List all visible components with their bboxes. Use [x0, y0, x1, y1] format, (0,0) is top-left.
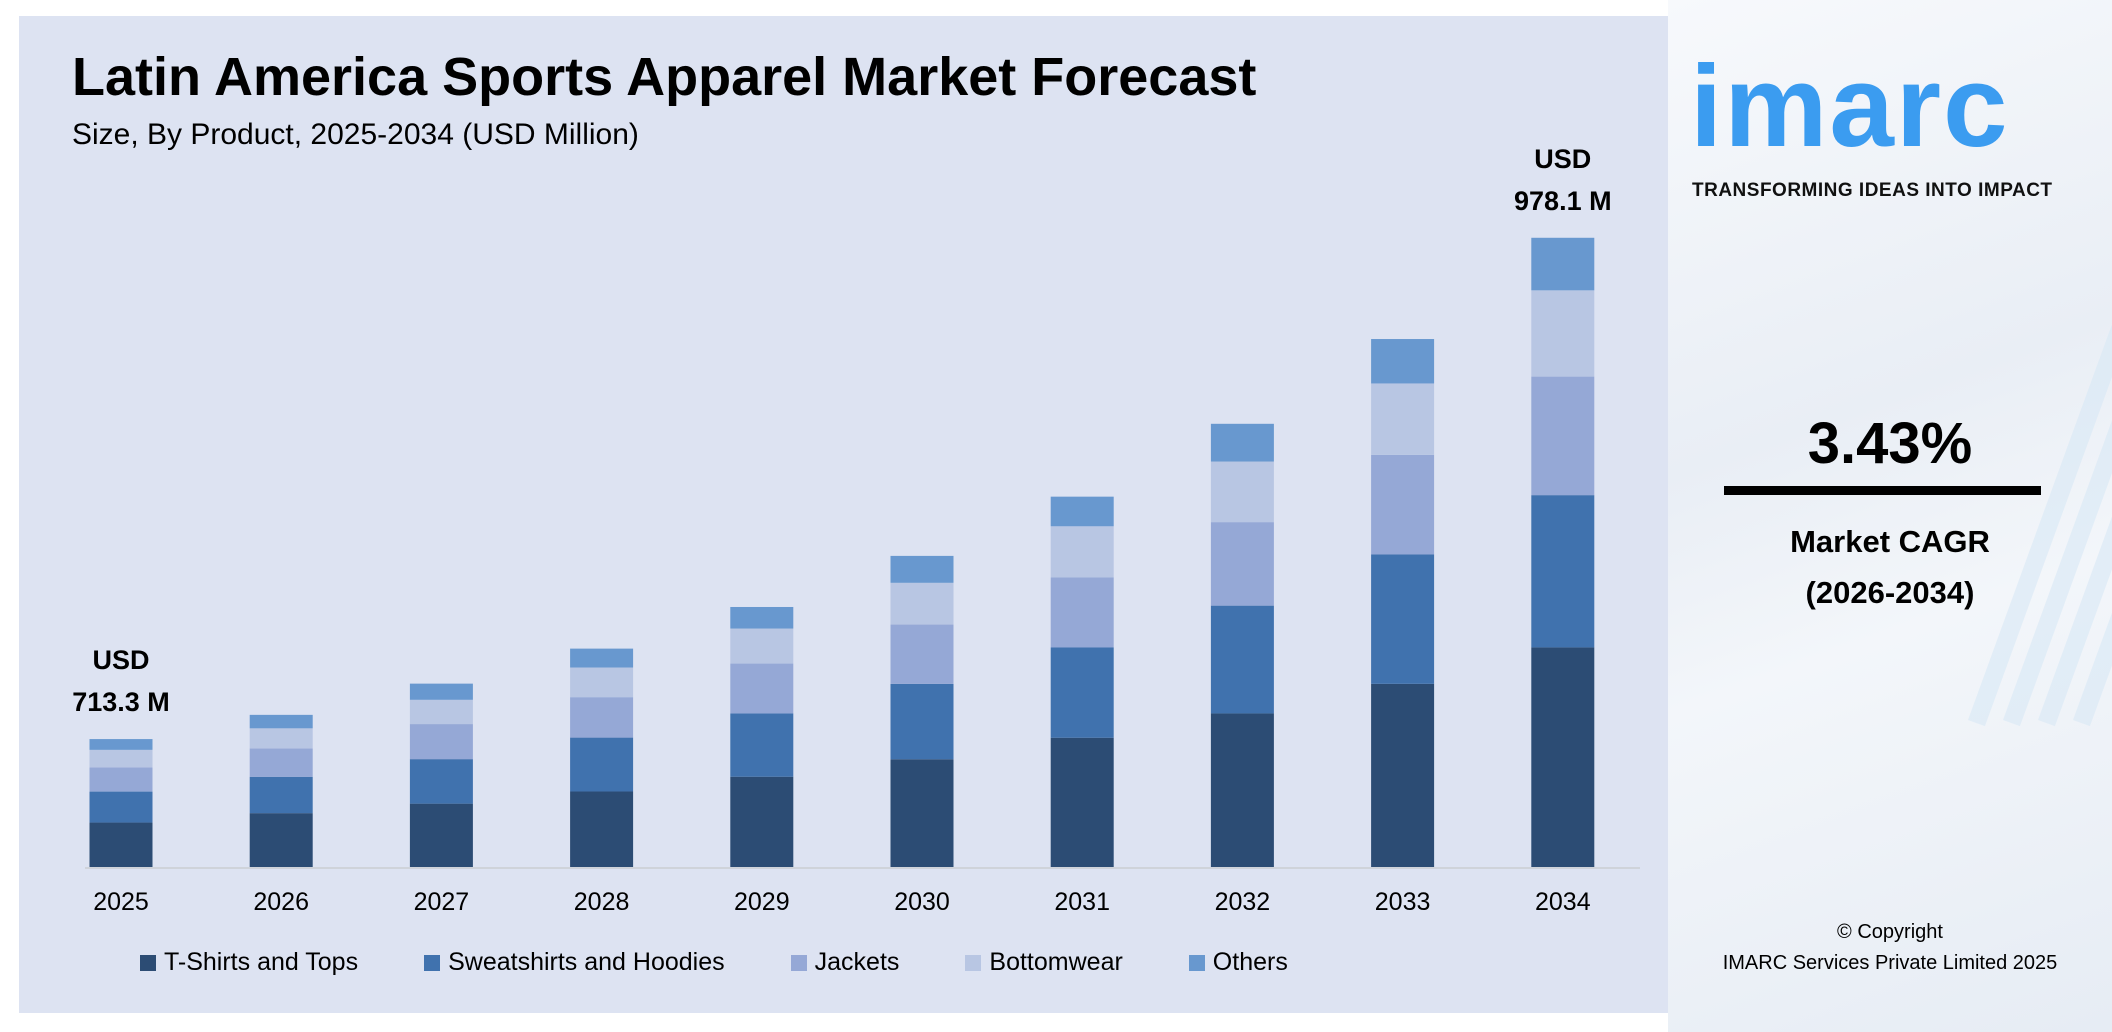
legend-swatch [424, 954, 441, 971]
bar-segment-2026-others [249, 714, 313, 729]
bar-segment-2025-others [89, 739, 153, 750]
brand-panel [1668, 0, 2112, 1032]
bar-segment-2025-jackets [89, 767, 153, 792]
bar-segment-2029-sweatshirts-and-hoodies [730, 713, 794, 777]
bar-segment-2029-jackets [730, 663, 794, 714]
x-tick-label: 2033 [1375, 888, 1431, 916]
stacked-bar-chart: 2025 2026 2027 2028 2029 2030 2031 2032 2033 2034… [72, 144, 1640, 916]
bar-segment-2032-sweatshirts-and-hoodies [1210, 605, 1274, 714]
bars-group [89, 237, 1595, 867]
legend-label: Bottomwear [989, 948, 1123, 976]
copyright: © Copyright IMARC Services Private Limit… [1668, 917, 2112, 979]
legend-swatch [790, 954, 807, 971]
legend-item: Sweatshirts and Hoodies [424, 948, 725, 977]
bar-segment-2026-jackets [249, 748, 313, 777]
bar-segment-2034-sweatshirts-and-hoodies [1531, 495, 1595, 648]
x-tick-label: 2027 [414, 888, 470, 916]
bar-segment-2033-t-shirts-and-tops [1371, 683, 1435, 867]
bar-segment-2027-bottomwear [409, 699, 473, 725]
bar-segment-2027-sweatshirts-and-hoodies [409, 759, 473, 804]
bar-segment-2031-sweatshirts-and-hoodies [1050, 647, 1114, 738]
bar-segment-2028-t-shirts-and-tops [570, 791, 634, 867]
bar-segment-2026-sweatshirts-and-hoodies [249, 776, 313, 814]
bar-segment-2031-jackets [1050, 577, 1114, 648]
bar-segment-2034-others [1531, 237, 1595, 291]
bar-segment-2026-bottomwear [249, 728, 313, 749]
annotations: USD 713.3 M USD 978.1 M [72, 144, 1611, 717]
bar-segment-2032-t-shirts-and-tops [1210, 713, 1274, 867]
legend-label: T-Shirts and Tops [164, 948, 359, 976]
legend-swatch [965, 954, 982, 971]
bar-segment-2029-t-shirts-and-tops [730, 776, 794, 867]
legend: T-Shirts and Tops Sweatshirts and Hoodies… [140, 948, 1354, 977]
total-label-2025: USD [92, 645, 149, 675]
bar-segment-2032-jackets [1210, 522, 1274, 606]
x-tick-label: 2026 [253, 888, 309, 916]
legend-item: T-Shirts and Tops [140, 948, 358, 977]
bar-segment-2029-bottomwear [730, 628, 794, 664]
bar-segment-2025-t-shirts-and-tops [89, 822, 153, 867]
bar-segment-2028-jackets [570, 697, 634, 738]
copyright-line2: IMARC Services Private Limited 2025 [1722, 952, 2058, 974]
legend-label: Others [1212, 948, 1288, 976]
bar-segment-2033-jackets [1371, 454, 1435, 555]
x-tick-labels: 2025 2026 2027 2028 2029 2030 2031 2032 2033 2034 [93, 888, 1591, 916]
bar-segment-2033-sweatshirts-and-hoodies [1371, 554, 1435, 684]
x-tick-label: 2032 [1215, 888, 1271, 916]
bar-segment-2029-others [730, 606, 794, 629]
bar-segment-2031-t-shirts-and-tops [1050, 737, 1114, 867]
bar-segment-2027-others [409, 683, 473, 700]
bar-segment-2034-bottomwear [1531, 290, 1595, 377]
cagr-label: Market CAGR [1790, 524, 1990, 559]
chart-title: Latin America Sports Apparel Market Fore… [72, 47, 1257, 107]
legend-swatch [140, 954, 156, 971]
x-tick-label: 2030 [894, 888, 950, 916]
bar-segment-2028-others [570, 648, 634, 668]
brand-tagline: TRANSFORMING IDEAS INTO IMPACT [1692, 180, 2053, 201]
bar-segment-2028-sweatshirts-and-hoodies [570, 737, 634, 792]
x-tick-label: 2028 [574, 888, 630, 916]
bar-segment-2025-sweatshirts-and-hoodies [89, 791, 153, 823]
bar-segment-2032-others [1210, 423, 1274, 462]
bar-segment-2034-jackets [1531, 376, 1595, 496]
x-tick-label: 2031 [1054, 888, 1110, 916]
cagr-divider [1724, 486, 2041, 495]
legend-item: Others [1188, 948, 1288, 977]
legend-item: Jackets [790, 948, 900, 977]
bar-segment-2026-t-shirts-and-tops [249, 813, 313, 867]
total-label-2034: 978.1 M [1514, 186, 1612, 216]
bar-segment-2031-bottomwear [1050, 526, 1114, 578]
bar-segment-2030-others [890, 555, 954, 583]
legend-label: Sweatshirts and Hoodies [448, 948, 725, 976]
bar-segment-2030-sweatshirts-and-hoodies [890, 683, 954, 760]
bar-segment-2033-others [1371, 339, 1435, 384]
bar-segment-2025-bottomwear [89, 749, 153, 768]
legend-item: Bottomwear [965, 948, 1123, 977]
bar-segment-2030-jackets [890, 624, 954, 684]
total-label-2034: USD [1534, 144, 1591, 174]
cagr-value: 3.43% [1807, 411, 1973, 476]
cagr-label-block: Market CAGR (2026-2034) [1668, 516, 2112, 618]
bar-segment-2028-bottomwear [570, 667, 634, 698]
bar-segment-2033-bottomwear [1371, 383, 1435, 455]
bar-segment-2034-t-shirts-and-tops [1531, 647, 1595, 867]
bar-segment-2030-t-shirts-and-tops [890, 759, 954, 867]
x-tick-label: 2025 [93, 888, 149, 916]
imarc-logo: imarc [1690, 41, 2010, 171]
bar-segment-2031-others [1050, 496, 1114, 527]
bar-segment-2027-jackets [409, 724, 473, 760]
x-tick-label: 2034 [1535, 888, 1591, 916]
copyright-line1: © Copyright [1837, 921, 1943, 943]
x-tick-label: 2029 [734, 888, 790, 916]
bar-segment-2027-t-shirts-and-tops [409, 803, 473, 867]
bar-segment-2030-bottomwear [890, 582, 954, 625]
legend-label: Jackets [814, 948, 900, 976]
chart-subtitle: Size, By Product, 2025-2034 (USD Million… [72, 118, 639, 151]
legend-swatch [1188, 954, 1205, 971]
total-label-2025: 713.3 M [72, 687, 170, 717]
bar-segment-2032-bottomwear [1210, 461, 1274, 523]
cagr-period: (2026-2034) [1805, 575, 1975, 610]
